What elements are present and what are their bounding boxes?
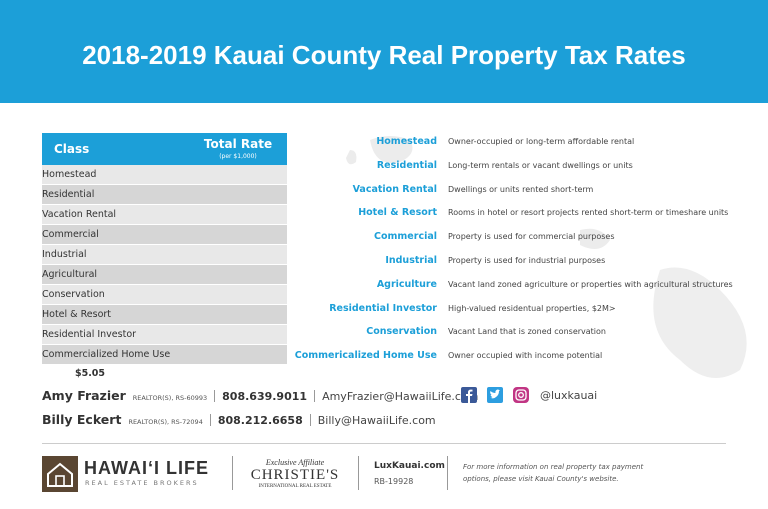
definition-term: Residential xyxy=(376,159,437,171)
class-cell: Homestead xyxy=(42,169,97,180)
definition-term: Vacation Rental xyxy=(352,183,437,195)
separator xyxy=(358,456,359,490)
contact-line: Billy Eckert REALTOR(S), RS-72094 808.212.… xyxy=(42,412,436,427)
definition-term: Hotel & Resort xyxy=(358,207,437,219)
class-cell: Commercialized Home Use xyxy=(42,349,171,360)
definition-text: Vacant land zoned agriculture or propert… xyxy=(448,279,733,289)
logo-tagline: REAL ESTATE BROKERS xyxy=(85,479,199,487)
definition-text: Long-term rentals or vacant dwellings or… xyxy=(448,160,633,170)
logo-name: HAWAI‘I LIFE xyxy=(84,458,210,478)
rate-cell: $5.05 xyxy=(74,368,106,379)
separator xyxy=(314,389,316,402)
divider xyxy=(42,443,726,444)
column-header: Total Rate xyxy=(203,137,273,151)
definition-term: Commercial xyxy=(374,231,437,243)
separator xyxy=(309,413,311,426)
class-cell: Commercial xyxy=(42,229,99,240)
header-band xyxy=(0,0,768,103)
separator xyxy=(209,413,211,426)
definition-term: Commericalized Home Use xyxy=(294,350,437,362)
contact-phone: 808.639.9011 xyxy=(222,390,308,403)
affiliate-tagline: INTERNATIONAL REAL ESTATE xyxy=(258,484,332,489)
affiliate-label: Exclusive Affiliate xyxy=(265,458,325,467)
separator xyxy=(214,389,216,402)
footer-note: For more information on real property ta… xyxy=(463,463,644,483)
contact-name: Billy Eckert xyxy=(42,412,122,427)
contact-email: Billy@HawaiiLife.com xyxy=(317,414,436,427)
social-icons xyxy=(461,387,529,403)
definition-text: Owner occupied with income potential xyxy=(448,351,603,361)
website: LuxKauai.com xyxy=(374,461,445,471)
definition-text: Vacant Land that is zoned conservation xyxy=(448,327,606,337)
separator xyxy=(447,456,448,490)
separator xyxy=(232,456,233,490)
class-cell: Agricultural xyxy=(42,269,98,280)
title: 2018-2019 Kauai County Real Property Tax… xyxy=(82,40,686,70)
class-cell: Hotel & Resort xyxy=(42,309,112,320)
definition-term: Homestead xyxy=(376,136,437,147)
definition-text: Property is used for industrial purposes xyxy=(448,256,606,265)
island-silhouettes xyxy=(346,136,747,378)
definition-term: Conservation xyxy=(366,326,437,338)
contact-line: Amy Frazier REALTOR(S), RS-60993 808.639.9… xyxy=(42,388,478,403)
social-handle: @luxkauai xyxy=(540,389,598,402)
definition-text: High-valued residentual properties, $2M> xyxy=(448,303,616,313)
contact-name: Amy Frazier xyxy=(42,388,126,403)
logo-icon xyxy=(42,456,78,492)
contact-phone: 808.212.6658 xyxy=(217,414,303,427)
broker-license: RB-19928 xyxy=(374,477,414,486)
class-cell: Residential xyxy=(42,189,95,200)
definition-term: Residential Investor xyxy=(329,302,437,314)
table-header xyxy=(42,133,287,165)
definition-text: Owner-occupied or long-term affordable r… xyxy=(448,137,635,146)
contact-license: REALTOR(S), RS-60993 xyxy=(132,394,208,402)
contact-email: AmyFrazier@HawaiiLife.com xyxy=(322,390,479,403)
definition-term: Agriculture xyxy=(376,278,437,290)
contact-license: REALTOR(S), RS-72094 xyxy=(128,418,203,426)
definition-text: Dwellings or units rented short-term xyxy=(448,184,594,194)
class-cell: Conservation xyxy=(42,289,105,300)
definition-text: Rooms in hotel or resort projects rented… xyxy=(448,208,729,218)
table-row: Commercialized Home Use $5.05 xyxy=(42,345,287,379)
column-note: (per $1,000) xyxy=(219,153,257,160)
affiliate-name: CHRISTIE'S xyxy=(250,467,340,483)
class-cell: Vacation Rental xyxy=(42,209,117,220)
class-cell: Residential Investor xyxy=(42,329,137,340)
definition-term: Industrial xyxy=(385,255,437,266)
column-header: Class xyxy=(54,142,90,156)
class-cell: Industrial xyxy=(42,249,87,260)
definition-text: Property is used for commercial purposes xyxy=(448,232,615,242)
